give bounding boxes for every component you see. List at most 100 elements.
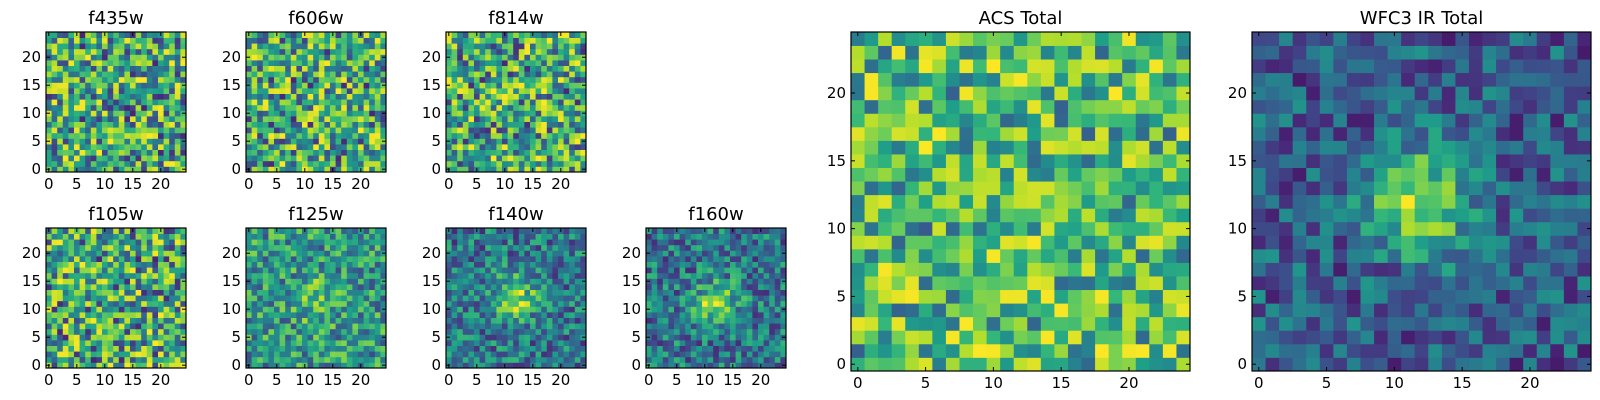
heatmap-cell <box>158 267 164 274</box>
heatmap-cell <box>530 132 536 139</box>
heatmap-cell <box>257 138 264 145</box>
heatmap-cell <box>135 149 142 156</box>
heatmap-cell <box>724 345 731 352</box>
heatmap-cell <box>374 99 381 106</box>
heatmap-cell <box>180 256 187 262</box>
heatmap-cell <box>1067 303 1082 318</box>
heatmap-cell <box>51 317 58 324</box>
heatmap-cell <box>262 71 269 78</box>
heatmap-cell <box>163 76 170 83</box>
heatmap-cell <box>374 82 381 89</box>
heatmap-cell <box>679 284 686 290</box>
heatmap-cell <box>74 289 80 296</box>
heatmap-cell <box>741 256 748 262</box>
heatmap-cell <box>530 244 536 251</box>
heatmap-cell <box>1095 289 1110 304</box>
heatmap-cell <box>158 250 164 257</box>
heatmap-cell <box>124 132 131 139</box>
heatmap-cell <box>352 256 359 262</box>
heatmap-cell <box>118 48 125 55</box>
heatmap-cell <box>262 323 269 330</box>
heatmap-cell <box>102 261 108 268</box>
heatmap-cell <box>102 295 108 302</box>
heatmap-cell <box>530 289 536 296</box>
heatmap-cell <box>513 261 520 268</box>
heatmap-cell <box>769 278 776 285</box>
heatmap-cell <box>246 272 252 279</box>
heatmap-cell <box>485 76 492 83</box>
panel-title: f125w <box>288 204 343 225</box>
heatmap-cell <box>580 132 587 139</box>
heatmap-cell <box>180 272 187 279</box>
heatmap-cell <box>1054 330 1069 345</box>
heatmap-cell <box>479 351 486 358</box>
heatmap-cell <box>102 110 108 117</box>
heatmap-cell <box>769 340 776 346</box>
heatmap-cell <box>313 48 320 55</box>
heatmap-cell <box>552 93 559 100</box>
heatmap-cell <box>774 306 781 313</box>
heatmap-cell <box>46 149 52 156</box>
heatmap-cell <box>374 160 381 167</box>
heatmap-cell <box>85 54 92 61</box>
heatmap-cell <box>296 233 303 240</box>
heatmap-cell <box>479 261 486 268</box>
heatmap-cell <box>513 256 520 262</box>
heatmap-cell <box>746 345 753 352</box>
heatmap-cell <box>973 235 987 250</box>
heatmap-cell <box>113 149 120 156</box>
heatmap-cell <box>1027 303 1042 318</box>
heatmap-cell <box>51 250 58 257</box>
y-tick-label: 15 <box>422 272 441 290</box>
heatmap-cell <box>1027 194 1042 209</box>
heatmap-cell <box>174 155 181 162</box>
heatmap-cell <box>945 167 960 182</box>
heatmap-cell <box>1162 235 1177 250</box>
heatmap-cell <box>563 356 570 363</box>
heatmap-cell <box>296 116 303 122</box>
heatmap-cell <box>496 138 503 145</box>
heatmap-cell <box>324 239 331 246</box>
heatmap-cell <box>374 362 381 369</box>
heatmap-cell <box>485 323 492 330</box>
heatmap-cell <box>330 334 336 341</box>
heatmap-cell <box>446 60 452 66</box>
heatmap-cell <box>1081 248 1096 263</box>
heatmap-cell <box>307 244 314 251</box>
heatmap-cell <box>451 284 458 290</box>
heatmap-cell <box>769 300 776 307</box>
heatmap-cell <box>451 340 458 346</box>
heatmap-cell <box>251 82 258 89</box>
heatmap-cell <box>724 244 731 251</box>
heatmap-cell <box>90 362 97 369</box>
heatmap-cell <box>262 48 269 55</box>
heatmap-cell <box>380 345 387 352</box>
heatmap-cell <box>346 60 353 66</box>
heatmap-cell <box>46 60 52 66</box>
heatmap-cell <box>479 71 486 78</box>
heatmap-cell <box>490 104 497 111</box>
heatmap-cell <box>530 155 536 162</box>
heatmap-cell <box>330 127 336 134</box>
heatmap-cell <box>524 250 531 257</box>
heatmap-cell <box>174 82 181 89</box>
heatmap-cell <box>124 345 131 352</box>
heatmap-cell <box>485 250 492 257</box>
heatmap-cell <box>279 149 286 156</box>
heatmap-cell <box>335 362 342 369</box>
heatmap-cell <box>257 351 264 358</box>
heatmap-cell <box>346 340 353 346</box>
heatmap-cell <box>330 250 336 257</box>
heatmap-cell <box>307 132 314 139</box>
heatmap-cell <box>513 82 520 89</box>
heatmap-cell <box>507 289 514 296</box>
heatmap-cell <box>135 138 142 145</box>
heatmap-cell <box>335 289 342 296</box>
heatmap-cell <box>524 323 531 330</box>
heatmap-cell <box>274 261 280 268</box>
heatmap-cell <box>552 362 559 369</box>
heatmap-cell <box>479 132 486 139</box>
y-tick-label: 15 <box>622 272 641 290</box>
heatmap-cell <box>574 289 581 296</box>
heatmap-cell <box>174 76 181 83</box>
